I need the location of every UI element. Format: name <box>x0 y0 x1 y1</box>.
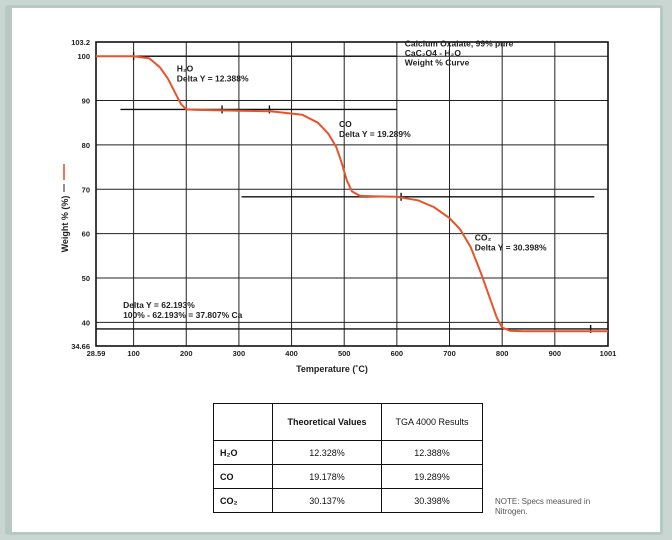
y-axis-title: Weight % (%) <box>60 196 70 253</box>
y-tick-label: 90 <box>82 97 90 106</box>
table-cell-theoretical: 19.178% <box>272 464 382 489</box>
table-row: H₂O 12.328% 12.388% <box>213 440 483 465</box>
y-tick-label: 50 <box>82 274 90 283</box>
chart-annotation: Weight % Curve <box>405 57 470 67</box>
table-cell-species: H₂O <box>213 440 273 465</box>
table-cell-species: CO₂ <box>213 488 273 513</box>
tga-weight-chart: 28.59 100 200 300 400 500 600 700 800 900 1001 34.6… <box>60 38 617 374</box>
table-header-cell: Theoretical Values <box>272 403 382 441</box>
table-cell-result: 30.398% <box>381 488 483 513</box>
chart-annotation: 100% - 62.193% = 37.807% Ca <box>123 310 243 320</box>
x-tick-label: 700 <box>443 349 456 358</box>
y-tick-label: 70 <box>82 185 90 194</box>
chart-annotation: H₂O <box>177 63 194 73</box>
table-cell-result: 12.388% <box>381 440 483 465</box>
table-cell-result: 19.289% <box>381 464 483 489</box>
chart-annotation: Delta Y = 30.398% <box>475 243 547 253</box>
x-tick-label: 100 <box>127 349 140 358</box>
measurement-note: NOTE: Specs measured in Nitrogen. <box>495 497 591 516</box>
results-table: Theoretical Values TGA 4000 Results H₂O … <box>213 403 483 513</box>
x-tick-label: 800 <box>496 349 509 358</box>
x-tick-label: 200 <box>180 349 193 358</box>
y-tick-label: 34.66 <box>71 342 90 351</box>
x-tick-label: 500 <box>338 349 351 358</box>
table-row: CO 19.178% 19.289% <box>213 464 483 489</box>
x-tick-label: 900 <box>549 349 562 358</box>
x-tick-label: 400 <box>285 349 298 358</box>
x-axis-title: Temperature (˚C) <box>296 364 368 374</box>
table-header-cell <box>213 403 273 441</box>
y-tick-label: 80 <box>82 141 90 150</box>
chart-annotation: Delta Y = 62.193% <box>123 300 195 310</box>
x-tick-label: 300 <box>233 349 246 358</box>
x-tick-label: 600 <box>391 349 404 358</box>
y-tick-label: 40 <box>82 318 90 327</box>
table-header-row: Theoretical Values TGA 4000 Results <box>213 403 483 441</box>
y-tick-label: 60 <box>82 230 90 239</box>
table-cell-species: CO <box>213 464 273 489</box>
chart-annotation: Calcium Oxalate, 99% pure <box>405 38 514 48</box>
chart-annotation: CO <box>339 119 352 129</box>
chart-annotation: Delta Y = 19.289% <box>339 129 411 139</box>
figure-panel: 28.59 100 200 300 400 500 600 700 800 900 1001 34.6… <box>12 8 660 532</box>
chart-annotation: CaC₂O4 - H₂O <box>405 48 462 58</box>
x-tick-label: 28.59 <box>87 349 106 358</box>
table-row: CO₂ 30.137% 30.398% <box>213 488 483 513</box>
chart-annotation: Delta Y = 12.388% <box>177 73 249 83</box>
x-tick-label: 1001 <box>600 349 617 358</box>
chart-annotation: CO₂ <box>475 233 492 243</box>
plot-border <box>95 41 609 347</box>
weight-curve <box>96 55 608 333</box>
table-header-cell: TGA 4000 Results <box>381 403 483 441</box>
y-tick-label: 100 <box>77 52 90 61</box>
table-cell-theoretical: 30.137% <box>272 488 382 513</box>
table-cell-theoretical: 12.328% <box>272 440 382 465</box>
y-tick-label: 103.2 <box>71 38 90 47</box>
